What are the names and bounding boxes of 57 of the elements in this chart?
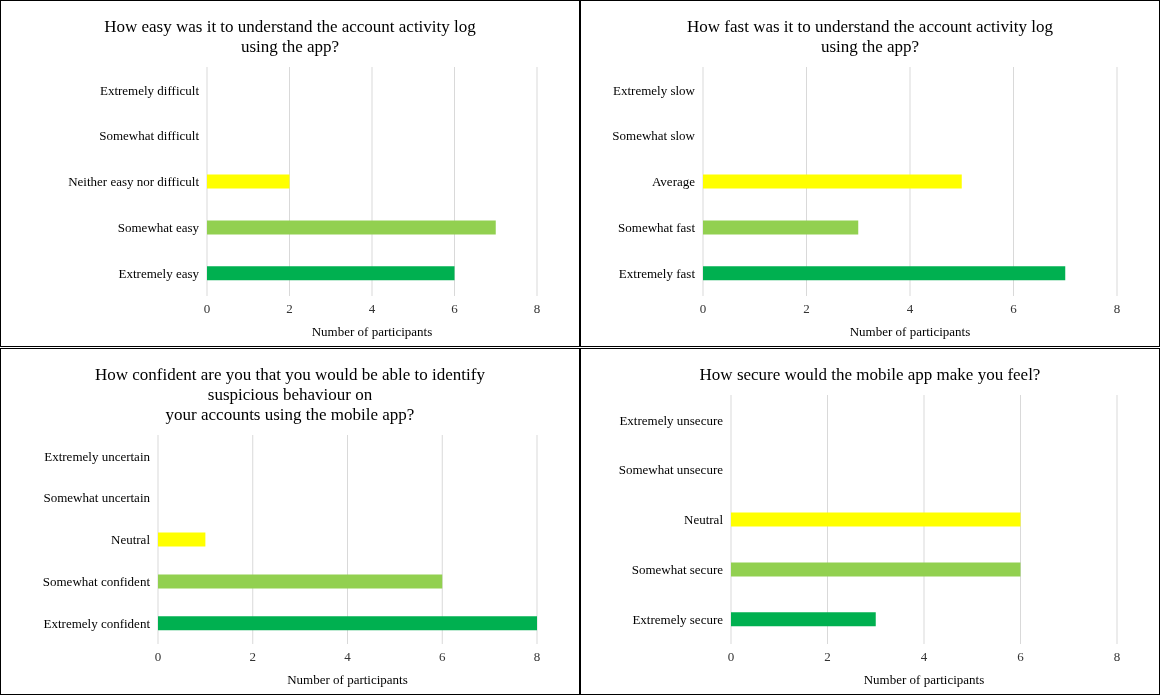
y-tick-label: Extremely uncertain xyxy=(44,448,151,464)
y-tick-label: Somewhat difficult xyxy=(99,128,200,144)
y-tick-label: Extremely confident xyxy=(43,615,151,631)
x-tick-label: 2 xyxy=(803,301,810,317)
x-tick-label: 0 xyxy=(727,649,735,665)
x-tick-label: 0 xyxy=(203,301,211,317)
y-tick-label: Extremely unsecure xyxy=(619,412,724,428)
x-tick-label: 8 xyxy=(533,649,541,665)
x-tick-label: 2 xyxy=(249,649,256,665)
x-tick-label: 4 xyxy=(344,649,352,665)
bar xyxy=(158,616,537,631)
bar xyxy=(207,220,496,235)
y-tick-label: Somewhat uncertain xyxy=(43,490,151,506)
y-tick-label: Extremely slow xyxy=(613,82,696,98)
x-axis-title: Number of participants xyxy=(311,324,433,339)
x-tick-label: 2 xyxy=(824,649,831,665)
y-tick-label: Somewhat easy xyxy=(117,219,200,235)
chart-title: How confident are you that you would be able to identify suspicious behaviour on your accounts using the mobile app? xyxy=(95,365,485,425)
x-tick-label: 4 xyxy=(920,649,928,665)
bar xyxy=(158,574,443,589)
bar xyxy=(207,174,290,189)
chart-title: How easy was it to understand the account activity log using the app? xyxy=(104,17,476,57)
x-tick-label: 6 xyxy=(451,301,459,317)
y-tick-label: Somewhat fast xyxy=(618,219,696,235)
y-tick-label: Somewhat slow xyxy=(612,128,696,144)
y-tick-label: Average xyxy=(651,174,696,190)
x-tick-label: 6 xyxy=(1017,649,1025,665)
x-tick-label: 4 xyxy=(368,301,376,317)
x-axis-title: Number of participants xyxy=(287,672,408,687)
x-tick-label: 6 xyxy=(1010,301,1018,317)
bar xyxy=(207,266,455,281)
bar xyxy=(703,266,1066,281)
x-axis-title: Number of participants xyxy=(863,672,985,687)
x-tick-label: 8 xyxy=(1113,301,1121,317)
bar xyxy=(158,532,206,547)
y-tick-label: Extremely difficult xyxy=(99,82,200,98)
y-tick-label: Somewhat confident xyxy=(42,573,151,589)
x-axis-title: Number of participants xyxy=(849,324,971,339)
chart-title: How fast was it to understand the account activity log using the app? xyxy=(687,17,1053,57)
y-tick-label: Neutral xyxy=(111,532,151,548)
chart-title: How secure would the mobile app make you feel? xyxy=(699,365,1041,385)
y-tick-label: Extremely secure xyxy=(632,611,724,627)
x-tick-label: 8 xyxy=(533,301,541,317)
x-tick-label: 2 xyxy=(286,301,293,317)
y-tick-label: Neutral xyxy=(684,512,724,528)
bar xyxy=(703,220,859,235)
bar xyxy=(703,174,962,189)
y-tick-label: Somewhat secure xyxy=(631,561,724,577)
y-tick-label: Extremely easy xyxy=(118,265,200,281)
x-tick-label: 0 xyxy=(154,649,162,665)
x-tick-label: 8 xyxy=(1113,649,1121,665)
x-tick-label: 4 xyxy=(906,301,914,317)
y-tick-label: Neither easy nor difficult xyxy=(68,174,200,190)
y-tick-label: Extremely fast xyxy=(618,265,696,281)
y-tick-label: Somewhat unsecure xyxy=(618,462,724,478)
x-tick-label: 6 xyxy=(439,649,446,665)
x-tick-label: 0 xyxy=(699,301,707,317)
